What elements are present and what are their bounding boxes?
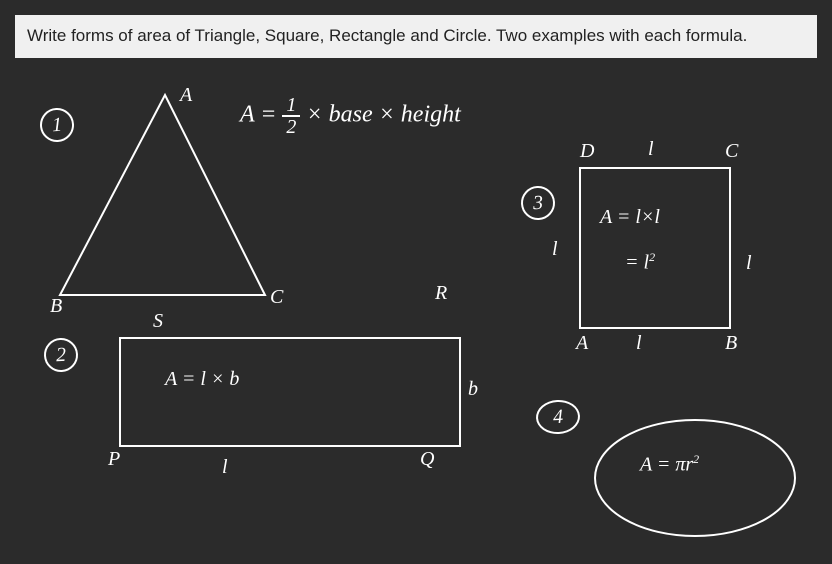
circle-shape (0, 0, 832, 564)
circle-formula-text: A = πr (640, 454, 693, 476)
circle-formula: A = πr2 (640, 452, 699, 477)
